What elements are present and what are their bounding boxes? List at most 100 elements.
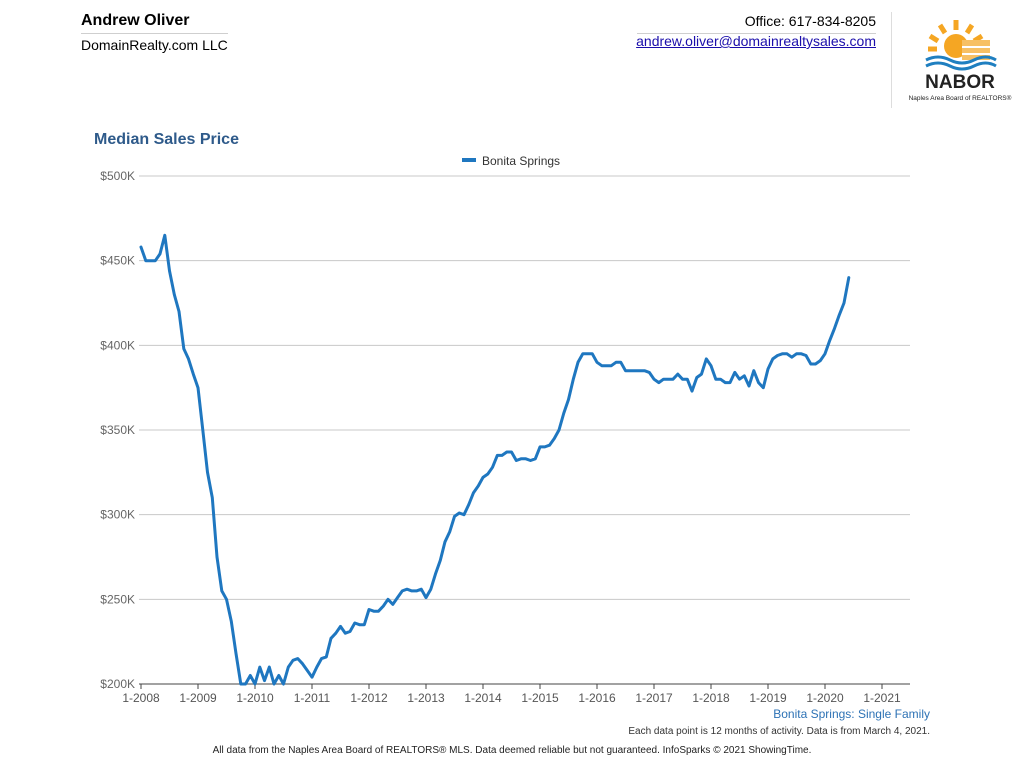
header-vertical-divider (891, 12, 892, 108)
data-point (686, 378, 689, 381)
x-tick-label: 1-2013 (407, 691, 445, 705)
data-point (443, 540, 447, 543)
data-point (681, 378, 684, 381)
x-tick-label: 1-2012 (350, 691, 388, 705)
data-point (353, 621, 356, 625)
y-tick-label: $300K (100, 508, 135, 522)
data-point (348, 630, 352, 633)
data-point (149, 259, 152, 262)
data-point (215, 555, 219, 559)
data-point (524, 457, 527, 460)
data-point (671, 378, 675, 381)
data-point (633, 369, 637, 372)
data-point (838, 313, 841, 317)
x-tick-label: 1-2016 (578, 691, 616, 705)
data-point (709, 364, 713, 367)
data-point (234, 652, 238, 655)
data-point (543, 445, 546, 449)
data-point (586, 352, 589, 355)
logo-wordmark: NABOR (925, 72, 995, 93)
data-point (648, 371, 651, 374)
data-point (201, 428, 204, 432)
data-point (339, 625, 342, 628)
sun-icon (928, 20, 990, 60)
data-point (781, 352, 784, 355)
data-point (610, 364, 613, 367)
data-point (724, 381, 727, 384)
x-tick-label: 1-2011 (294, 691, 331, 705)
data-point (614, 361, 618, 364)
data-point (519, 457, 523, 460)
data-point (272, 682, 276, 686)
agent-company: DomainRealty.com LLC (81, 37, 228, 53)
legend-swatch (462, 158, 476, 162)
data-point (481, 476, 485, 479)
data-point (690, 389, 694, 393)
data-point (823, 352, 827, 355)
x-tick-label: 1-2008 (122, 691, 160, 705)
data-point (595, 361, 599, 364)
disclaimer: All data from the Naples Area Board of R… (212, 745, 812, 756)
agent-email-link[interactable]: andrew.oliver@domainrealtysales.com (636, 33, 876, 49)
data-point (154, 259, 157, 262)
data-point (211, 496, 214, 499)
data-point (396, 596, 399, 599)
x-tick-label: 1-2015 (521, 691, 559, 705)
data-point (325, 655, 328, 659)
data-point (738, 378, 741, 381)
data-point (448, 530, 451, 533)
data-point (667, 378, 670, 381)
data-point (814, 362, 817, 366)
data-point (220, 589, 223, 593)
data-point (467, 503, 470, 506)
y-tick-label: $250K (100, 592, 135, 606)
data-point (182, 347, 185, 350)
data-point (676, 372, 679, 376)
data-point (800, 352, 803, 355)
data-point (263, 679, 266, 682)
data-point (391, 603, 394, 606)
data-point (206, 471, 209, 474)
data-point (372, 610, 375, 613)
data-point (605, 364, 608, 367)
data-point (168, 269, 171, 272)
data-point (405, 588, 409, 591)
x-tick-label: 1-2014 (464, 691, 502, 705)
data-point (268, 665, 271, 669)
data-point (458, 511, 461, 515)
x-tick-label: 1-2020 (806, 691, 844, 705)
wave-icon (925, 55, 997, 71)
data-point (695, 376, 698, 379)
data-point (638, 369, 641, 372)
data-point (515, 459, 518, 462)
data-point (505, 450, 508, 454)
data-point (557, 428, 561, 432)
data-point (538, 445, 542, 449)
data-point (572, 378, 575, 381)
data-point (253, 682, 257, 686)
data-point (192, 372, 195, 376)
data-point (424, 596, 428, 599)
data-point (567, 398, 570, 401)
data-point (790, 356, 793, 359)
data-point (553, 437, 556, 440)
data-point (629, 369, 632, 372)
data-point (144, 259, 147, 262)
x-tick-label: 1-2018 (692, 691, 730, 705)
legend-label: Bonita Springs (482, 154, 560, 168)
data-point (386, 598, 390, 601)
data-point (624, 369, 627, 372)
chart-caption: Bonita Springs: Single Family (773, 707, 930, 721)
x-tick-label: 1-2021 (863, 691, 901, 705)
data-point (439, 559, 442, 562)
data-point (258, 665, 261, 669)
data-point (306, 669, 309, 672)
data-point (139, 245, 143, 249)
data-point (662, 378, 665, 381)
data-point (496, 454, 499, 457)
data-point (158, 252, 162, 256)
data-point (743, 374, 746, 377)
data-point (491, 466, 494, 469)
data-point (795, 352, 798, 355)
